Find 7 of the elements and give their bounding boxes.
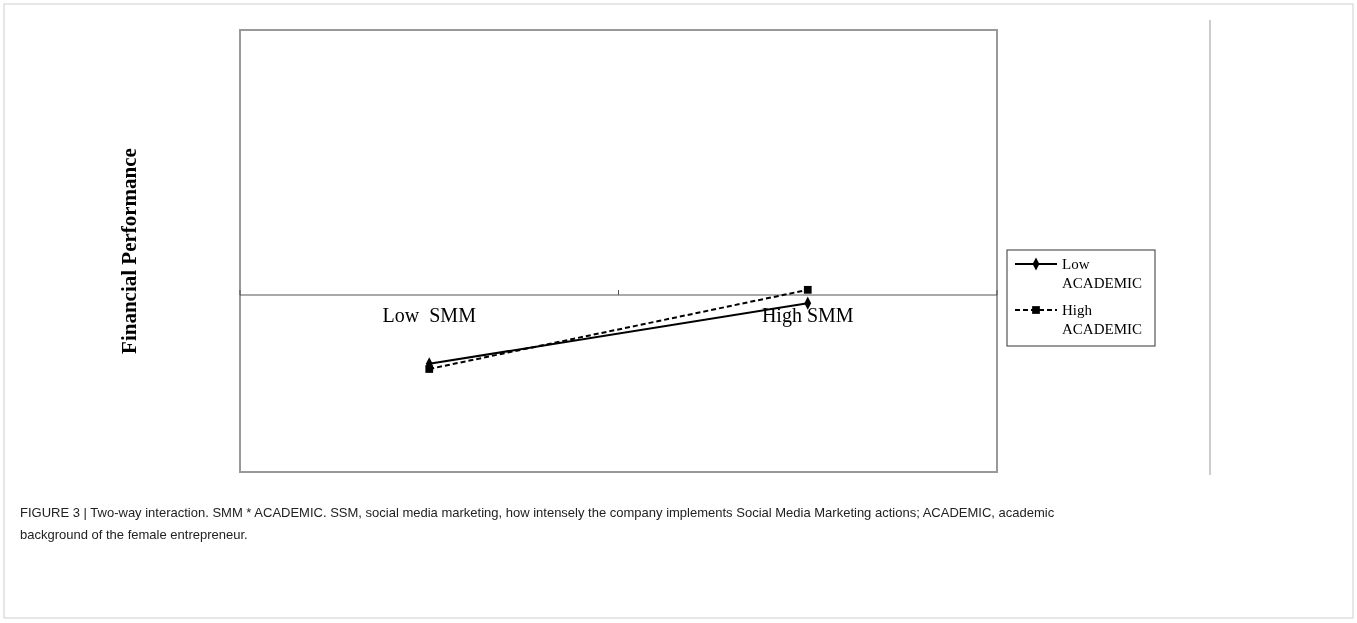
x-tick-label: High SMM — [761, 304, 854, 327]
y-axis-title: Financial Performance — [117, 148, 141, 354]
x-tick-label: Low SMM — [382, 304, 477, 326]
caption: FIGURE 3 | Two-way interaction. SMM * ACADEMIC. SSM, social media marketing, how intensely the company implements Social Media Marketing actions; ACADEMIC, academic background of the female entrepreneur. — [20, 505, 1055, 542]
legend-label: High ACADEMIC — [1062, 302, 1143, 337]
legend-label: Low ACADEMIC — [1062, 256, 1143, 291]
point — [803, 285, 812, 294]
